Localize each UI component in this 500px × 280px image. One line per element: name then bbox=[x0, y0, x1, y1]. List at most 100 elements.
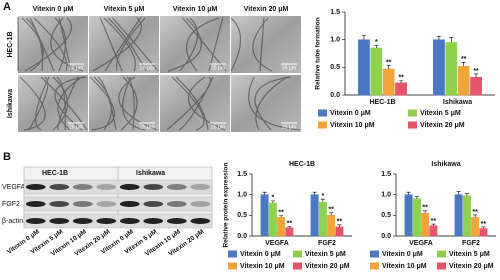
row-label: Ishikawa bbox=[7, 89, 14, 118]
bar bbox=[327, 215, 336, 237]
error-bar bbox=[406, 191, 411, 195]
x-tick-label: VEGFA bbox=[409, 240, 433, 247]
tube-network bbox=[166, 76, 226, 131]
legend-label: Vitexin 0 μM bbox=[240, 251, 281, 258]
bar bbox=[268, 202, 277, 237]
band bbox=[25, 218, 46, 224]
blot-group-label: Ishikawa bbox=[136, 170, 165, 177]
error-bar bbox=[374, 44, 379, 48]
error-bar bbox=[461, 62, 466, 67]
error-bar bbox=[287, 226, 292, 228]
bar bbox=[429, 225, 438, 237]
bar bbox=[457, 65, 470, 96]
error-bar bbox=[361, 34, 366, 40]
legend-swatch bbox=[408, 121, 417, 129]
scale-bar-label: 25 μm bbox=[211, 65, 225, 71]
legend-label: Vitexin 0 μM bbox=[330, 110, 371, 117]
error-bar bbox=[456, 191, 461, 195]
band bbox=[96, 218, 117, 224]
band bbox=[190, 184, 211, 190]
chart-title: Ishikawa bbox=[431, 161, 460, 168]
band-strip bbox=[23, 196, 213, 212]
error-bar bbox=[473, 214, 478, 218]
error-bar bbox=[474, 73, 479, 78]
y-axis-label: Relative tube formation bbox=[315, 17, 322, 89]
band bbox=[119, 201, 140, 207]
y-tick-label: 1.0 bbox=[330, 37, 340, 44]
scale-bar-label: 25 μm bbox=[69, 124, 83, 130]
y-tick-label: 0.0 bbox=[381, 233, 391, 240]
bar bbox=[370, 47, 383, 96]
column-header: Vitexin 5 μM bbox=[104, 6, 145, 13]
band bbox=[25, 184, 46, 190]
error-bar bbox=[320, 198, 325, 203]
significance: ** bbox=[461, 56, 467, 63]
bar bbox=[421, 213, 430, 237]
band-strip bbox=[23, 213, 213, 229]
significance: ** bbox=[481, 221, 487, 228]
legend-label: Vitexin 10 μM bbox=[382, 263, 427, 270]
legend-label: Vitexin 20 μM bbox=[449, 263, 494, 270]
y-axis-label: Relative protein expression bbox=[223, 163, 230, 248]
y-tick-label: 0.0 bbox=[330, 92, 340, 99]
error-bar bbox=[337, 224, 342, 227]
bar bbox=[395, 82, 407, 96]
significance: ** bbox=[337, 219, 343, 226]
bar bbox=[471, 217, 480, 237]
band bbox=[190, 218, 211, 224]
bar bbox=[277, 217, 286, 237]
band bbox=[143, 218, 164, 224]
tube-network bbox=[19, 76, 88, 131]
blot-group-label: HEC-1B bbox=[42, 170, 68, 177]
significance: ** bbox=[422, 205, 428, 212]
y-tick-label: 0.5 bbox=[330, 64, 340, 71]
bar bbox=[445, 42, 458, 96]
error-bar bbox=[481, 226, 486, 229]
band bbox=[190, 201, 211, 207]
significance: ** bbox=[473, 68, 479, 75]
significance: ** bbox=[287, 220, 293, 227]
band-label: β-actin bbox=[2, 218, 23, 225]
legend-label: Vitexin 10 μM bbox=[330, 122, 375, 129]
legend-swatch bbox=[437, 250, 446, 258]
significance: ** bbox=[328, 207, 334, 214]
band bbox=[96, 184, 117, 190]
tube-network bbox=[17, 17, 84, 72]
legend-label: Vitexin 0 μM bbox=[382, 251, 423, 258]
y-tick-label: 1.0 bbox=[381, 192, 391, 199]
band bbox=[72, 218, 93, 224]
error-bar bbox=[431, 223, 436, 226]
legend-swatch bbox=[228, 262, 237, 270]
legend-swatch bbox=[408, 109, 417, 117]
significance: ** bbox=[386, 60, 392, 67]
legend-swatch bbox=[293, 262, 302, 270]
legend-label: Vitexin 20 μM bbox=[305, 263, 350, 270]
band bbox=[166, 184, 187, 190]
legend-swatch bbox=[318, 109, 327, 117]
x-tick-label: FGF2 bbox=[318, 240, 336, 247]
legend-label: Vitexin 20 μM bbox=[420, 122, 465, 129]
bar bbox=[404, 194, 413, 237]
band bbox=[166, 218, 187, 224]
tube-network bbox=[89, 76, 158, 131]
scale-bar-label: 25 μm bbox=[69, 65, 83, 71]
tube-network bbox=[248, 76, 301, 131]
band-label: FGF2 bbox=[2, 201, 20, 208]
significance: * bbox=[272, 195, 275, 202]
significance: ** bbox=[431, 218, 437, 225]
scale-bar-label: 25 μm bbox=[140, 124, 154, 130]
band bbox=[25, 201, 46, 207]
bar bbox=[318, 201, 327, 237]
column-header: Vitexin 0 μM bbox=[33, 6, 74, 13]
legend-swatch bbox=[293, 250, 302, 258]
error-bar bbox=[386, 65, 391, 69]
x-tick-label: HEC-1B bbox=[369, 99, 395, 106]
legend-label: Vitexin 5 μM bbox=[420, 110, 461, 117]
bar bbox=[412, 198, 421, 237]
x-tick-label: FGF2 bbox=[462, 240, 480, 247]
bar bbox=[462, 195, 471, 237]
error-bar bbox=[464, 193, 469, 196]
band bbox=[166, 201, 187, 207]
legend-label: Vitexin 5 μM bbox=[305, 251, 346, 258]
significance: ** bbox=[278, 210, 284, 217]
